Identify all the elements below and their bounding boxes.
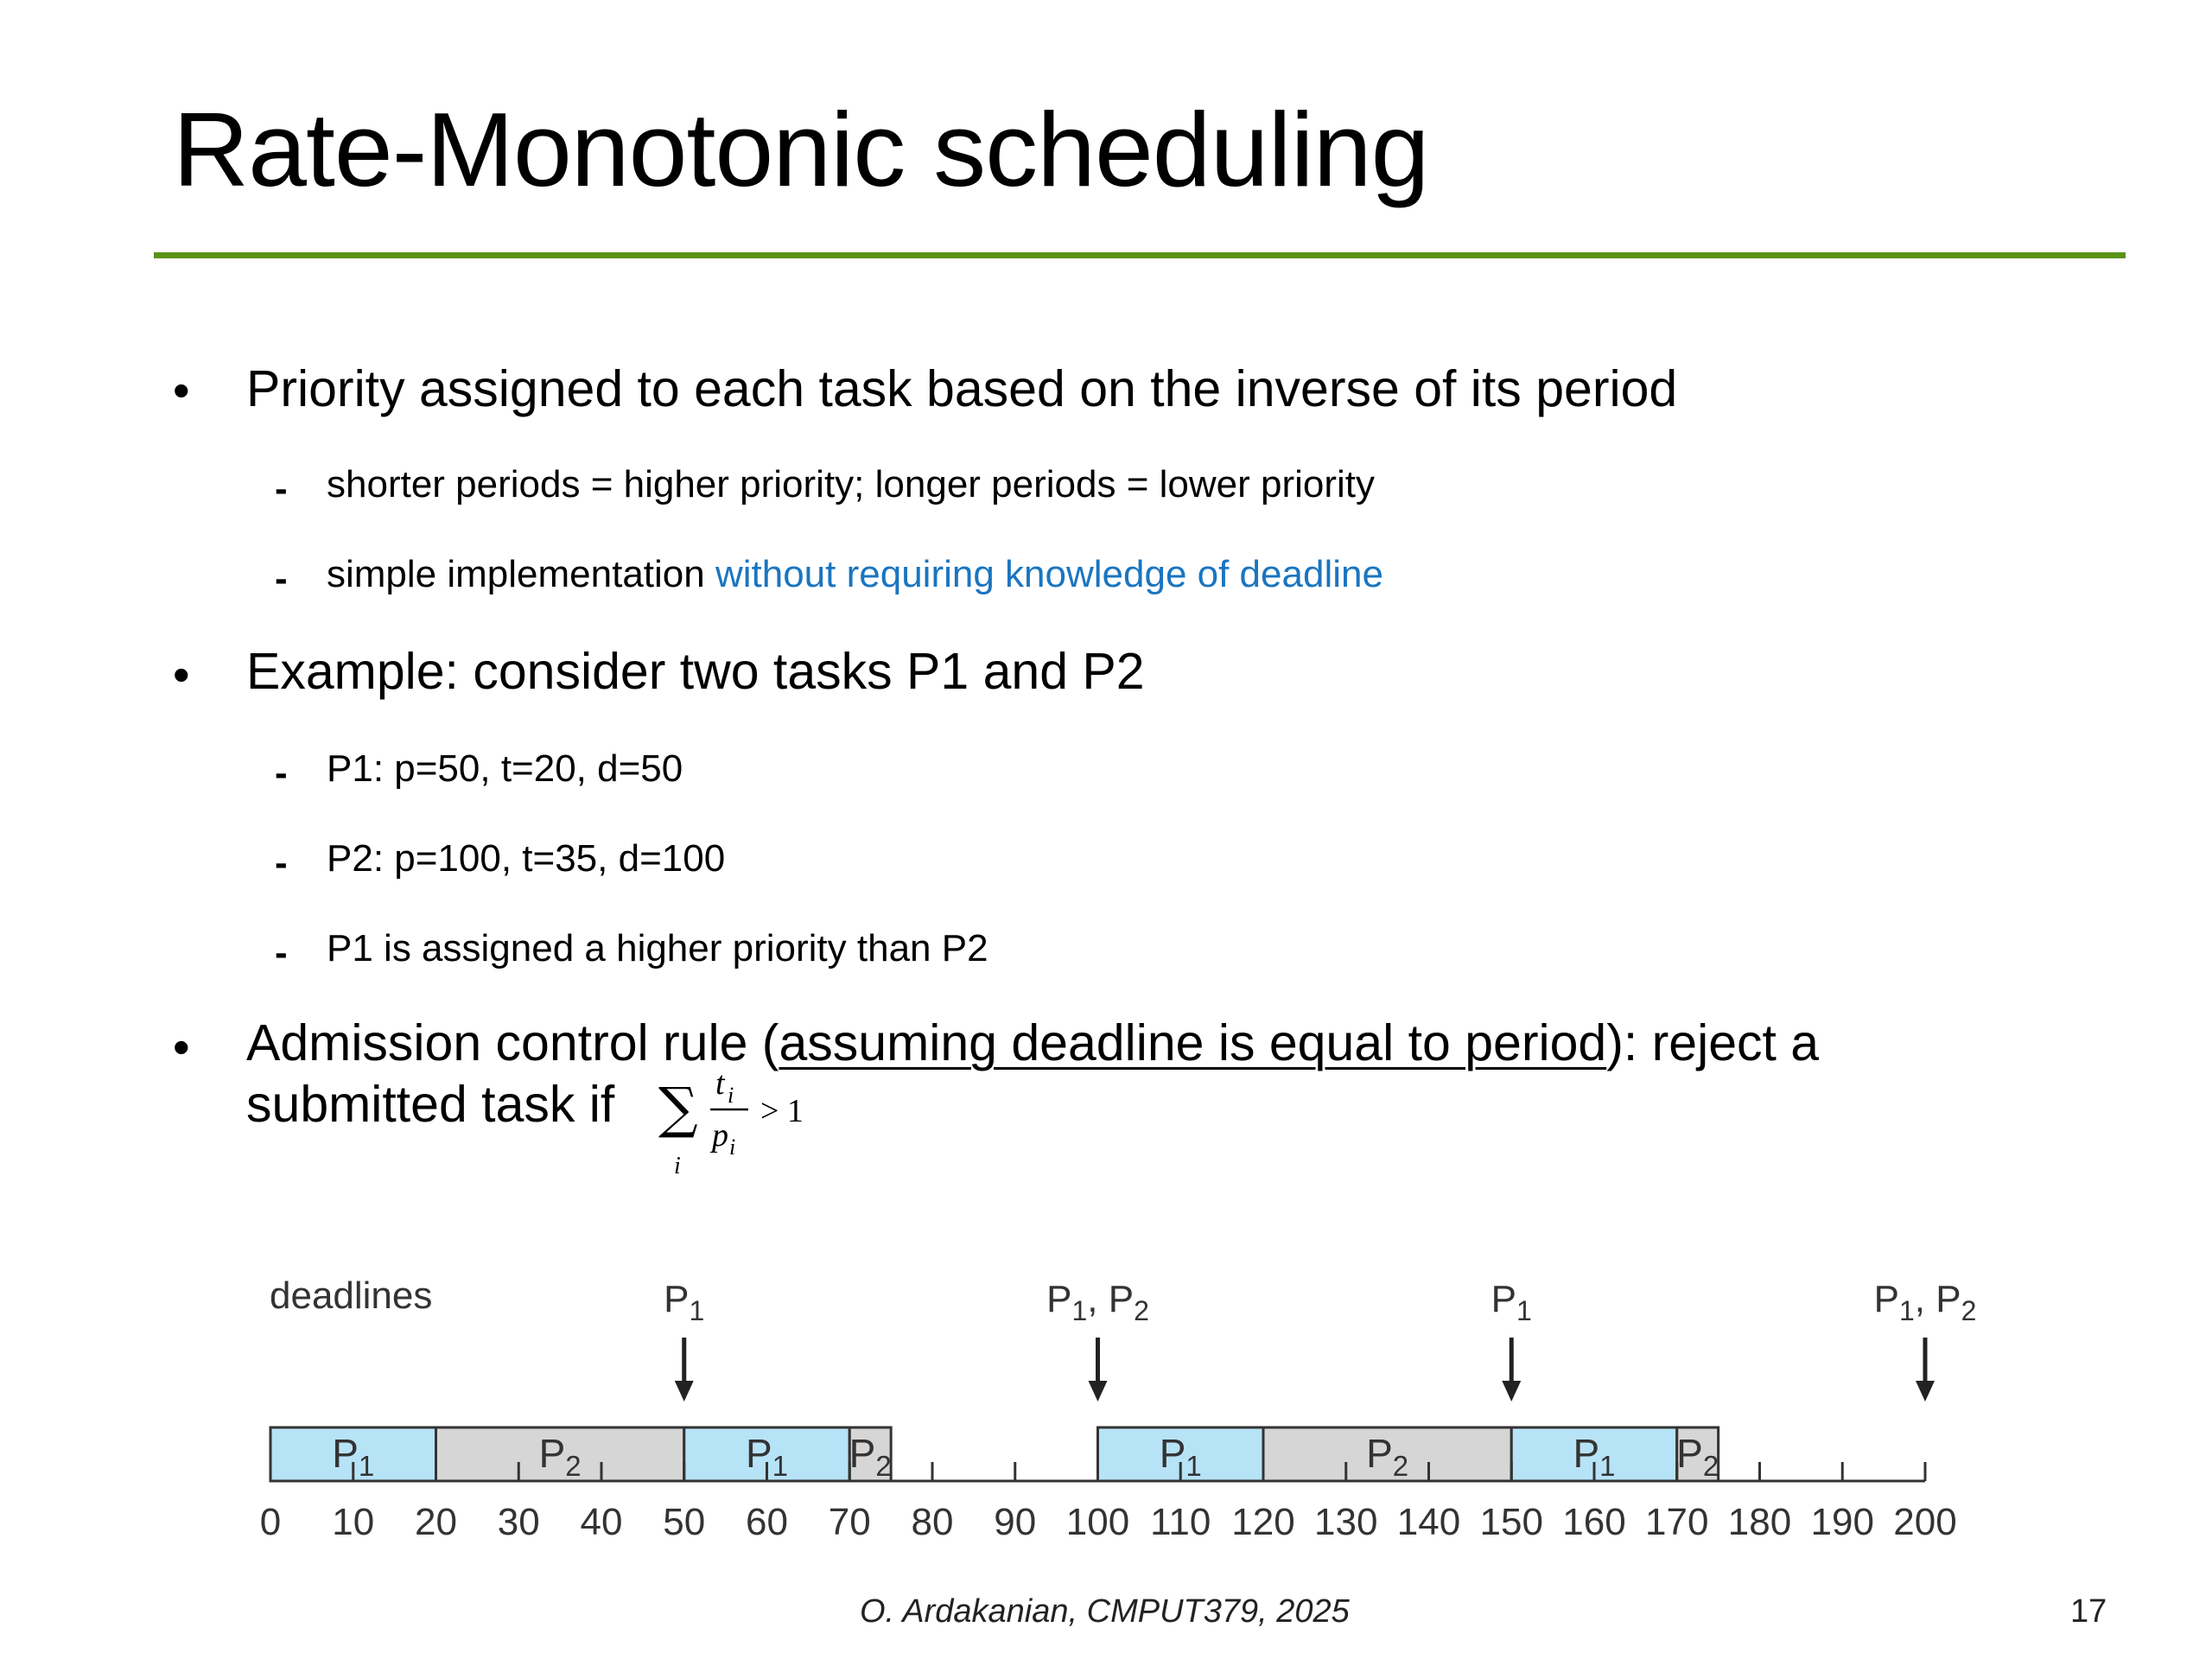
segment-label: P1 — [332, 1431, 374, 1482]
segment-p1 — [1096, 1426, 1265, 1483]
tick-label: 160 — [1562, 1501, 1625, 1543]
segment-label: P1 — [1160, 1431, 1202, 1482]
tick-label: 100 — [1066, 1501, 1129, 1543]
sub-bullet-marker: - — [275, 467, 288, 510]
tick-label: 30 — [498, 1501, 540, 1543]
segment-p2 — [1262, 1426, 1513, 1483]
tick-label: 140 — [1397, 1501, 1460, 1543]
bullet-3-line-2: submitted task if — [246, 1076, 615, 1133]
segment-label: P2 — [539, 1431, 582, 1482]
tick-label: 120 — [1231, 1501, 1294, 1543]
tick-label: 20 — [415, 1501, 457, 1543]
segment-label: P2 — [1366, 1431, 1408, 1482]
deadline-arrow-head — [1916, 1381, 1935, 1402]
tick-label: 170 — [1645, 1501, 1708, 1543]
segment-p1 — [683, 1426, 851, 1483]
title-divider — [154, 252, 2126, 258]
sum-index: i — [674, 1153, 681, 1179]
tick-label: 180 — [1728, 1501, 1791, 1543]
sub-bullet-marker: - — [275, 752, 288, 794]
tick-label: 200 — [1893, 1501, 1956, 1543]
denominator: p — [709, 1117, 728, 1154]
segment-p2 — [1675, 1426, 1720, 1483]
footer-credit: O. Ardakanian, CMPUT379, 2025 — [860, 1593, 1350, 1630]
sub-bullet-marker: - — [275, 557, 288, 600]
segment-label: P2 — [1676, 1431, 1719, 1482]
sub-bullet-marker: - — [275, 931, 288, 974]
tick-label: 130 — [1314, 1501, 1377, 1543]
page-number: 17 — [2070, 1593, 2107, 1630]
tick-label: 90 — [994, 1501, 1036, 1543]
bullet-3-text-before: Admission control rule ( — [246, 1014, 779, 1071]
tick-label: 40 — [581, 1501, 623, 1543]
bullet-1-text: Priority assigned to each task based on … — [246, 360, 1678, 417]
tick-label: 150 — [1480, 1501, 1543, 1543]
bullet-2-sub-1: P1: p=50, t=20, d=50 — [327, 747, 683, 790]
segment-p1 — [1510, 1426, 1679, 1483]
deadline-arrow-head — [1088, 1381, 1108, 1402]
deadline-label: P1, P2 — [1046, 1278, 1149, 1326]
bullet-1-sub-1: shorter periods = higher priority; longe… — [327, 463, 1376, 505]
bullet-marker: • — [173, 647, 190, 702]
deadline-markers: P1 P1, P2 P1 P1, P2 — [664, 1278, 1976, 1402]
numerator: t — [715, 1065, 726, 1102]
tick-label: 70 — [829, 1501, 871, 1543]
schedule-segments: P1 P2 P1 P2 P1 P2 P1 P2 — [269, 1426, 1720, 1483]
tick-label: 190 — [1811, 1501, 1874, 1543]
tick-label: 10 — [332, 1501, 374, 1543]
tick-label: 50 — [663, 1501, 705, 1543]
tick-label: 0 — [260, 1501, 281, 1543]
segment-label: P1 — [746, 1431, 788, 1482]
deadline-label: P1 — [664, 1278, 704, 1326]
segment-p2 — [435, 1426, 686, 1483]
bullet-3-line-1: Admission control rule (assuming deadlin… — [246, 1013, 1819, 1074]
bullet-marker: • — [173, 363, 190, 417]
segment-label: P2 — [849, 1431, 892, 1482]
sum-symbol: ∑ — [658, 1077, 698, 1141]
numerator-subscript: i — [728, 1083, 734, 1108]
segment-p2 — [848, 1426, 893, 1483]
bullet-2-text: Example: consider two tasks P1 and P2 — [246, 643, 1145, 700]
denominator-subscript: i — [729, 1135, 735, 1160]
bullet-1-sub-2: simple implementation without requiring … — [327, 552, 1383, 598]
slide-title: Rate-Monotonic scheduling — [173, 91, 1429, 208]
tick-label: 60 — [746, 1501, 788, 1543]
bullet-2-sub-3: P1 is assigned a higher priority than P2 — [327, 927, 988, 969]
bullet-2-sub-2: P2: p=100, t=35, d=100 — [327, 837, 726, 880]
bullet-3-text-after: ): reject a — [1606, 1014, 1820, 1071]
underlined-phrase: assuming deadline is equal to period — [779, 1014, 1607, 1071]
deadline-arrow-head — [1502, 1381, 1522, 1402]
deadlines-label: deadlines — [270, 1274, 432, 1317]
segment-label: P1 — [1573, 1431, 1615, 1482]
utilization-formula: ∑ i t i p i > 1 — [658, 1065, 804, 1179]
bullet-1-sub-2-text: simple implementation — [327, 553, 715, 595]
time-axis: 0 10 20 30 40 50 60 70 80 90 100 110 120 130 140 150 160… — [260, 1462, 1957, 1543]
bullet-marker: • — [173, 1020, 190, 1074]
tick-label: 110 — [1150, 1501, 1211, 1543]
tick-label: 80 — [912, 1501, 954, 1543]
segment-p1 — [269, 1426, 437, 1483]
highlighted-phrase: without requiring knowledge of deadline — [715, 553, 1383, 595]
relation: > 1 — [760, 1093, 804, 1129]
deadline-arrow-head — [674, 1381, 694, 1402]
deadline-label: P1 — [1491, 1278, 1532, 1326]
sub-bullet-marker: - — [275, 842, 288, 884]
deadline-label: P1, P2 — [1874, 1278, 1977, 1326]
